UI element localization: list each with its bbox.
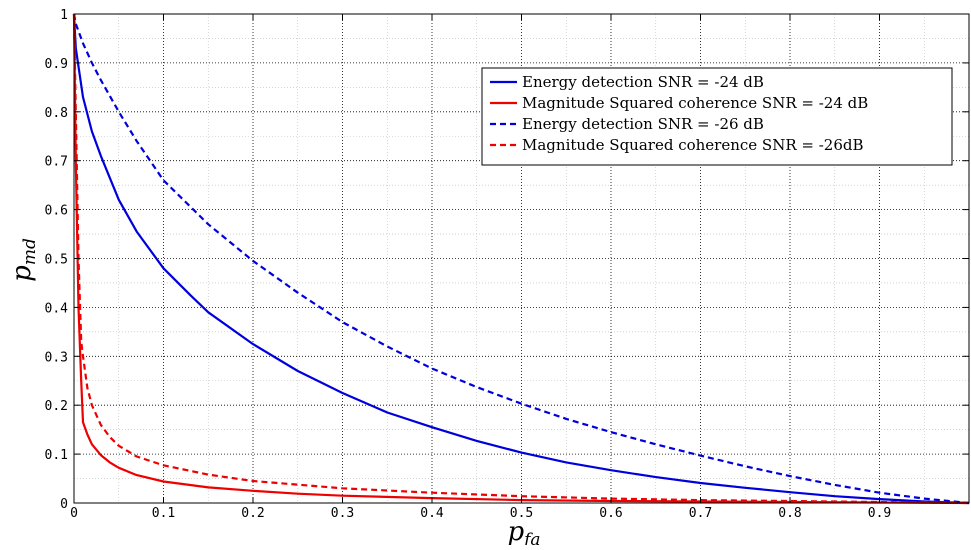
y-tick-labels: 0 0.1 0.2 0.3 0.4 0.5 0.6 0.7 0.8 0.9 1 <box>45 8 69 512</box>
x-tick-label: 0.3 <box>331 506 354 521</box>
x-tick-label: 0.1 <box>152 506 175 521</box>
x-axis-title: pfa <box>507 517 540 545</box>
x-tick-label: 0.9 <box>868 506 891 521</box>
legend-box <box>481 67 953 166</box>
y-tick-label: 0.6 <box>45 204 68 219</box>
y-tick-label: 0.3 <box>45 350 68 365</box>
y-tick-label: 0.1 <box>45 448 68 463</box>
y-tick-label: 0.9 <box>45 57 68 72</box>
series-line-4 <box>72 13 970 505</box>
x-tick-label: 0.6 <box>599 506 622 521</box>
x-tick-label: 0.4 <box>420 506 444 521</box>
legend-label-1: Energy detection SNR = -24 dB <box>522 73 764 91</box>
x-tick-label: 0 <box>70 506 78 521</box>
x-tick-labels: 0 0.1 0.2 0.3 0.4 0.5 0.6 0.7 0.8 0.9 <box>70 506 891 521</box>
series-line-3 <box>72 13 970 505</box>
y-tick-label: 0.8 <box>45 106 68 121</box>
x-axis-title-main: p <box>507 517 524 545</box>
legend-label-4: Magnitude Squared coherence SNR = -26dB <box>522 136 864 154</box>
x-axis-title-sub: fa <box>522 530 540 545</box>
y-tick-label: 0.5 <box>45 253 68 268</box>
legend-label-3: Energy detection SNR = -26 dB <box>522 115 764 133</box>
x-tick-label: 0.8 <box>778 506 801 521</box>
legend: Energy detection SNR = -24 dB Magnitude S… <box>481 67 953 166</box>
legend-label-2: Magnitude Squared coherence SNR = -24 dB <box>522 94 868 112</box>
y-axis-title-sub: md <box>20 238 40 265</box>
x-tick-label: 0.2 <box>241 506 264 521</box>
y-tick-label: 0 <box>60 497 68 512</box>
series-line-2 <box>72 13 970 505</box>
x-tick-label: 0.7 <box>689 506 712 521</box>
y-tick-label: 0.2 <box>45 399 68 414</box>
series-line-1 <box>72 13 970 505</box>
y-axis-title-main: p <box>7 265 37 282</box>
y-tick-label: 0.7 <box>45 155 68 170</box>
y-tick-label: 0.4 <box>45 301 69 316</box>
y-axis-title: pmd <box>7 238 40 282</box>
tick-marks <box>73 13 970 504</box>
series-layer <box>72 13 970 505</box>
y-tick-label: 1 <box>60 8 68 23</box>
x-tick-label: 0.5 <box>510 506 533 521</box>
